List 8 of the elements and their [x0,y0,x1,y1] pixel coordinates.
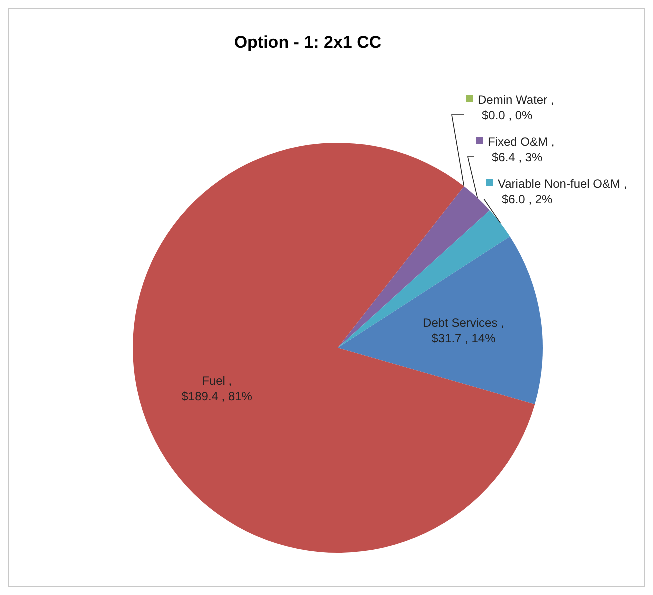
chart-title: Option - 1: 2x1 CC [234,33,382,52]
legend-label: Fixed O&M , $6.4 , 3% [488,135,555,165]
pie-slice [338,210,510,348]
legend-label: Variable Non-fuel O&M , $6.0 , 2% [498,177,628,207]
legend-label: Demin Water , $0.0 , 0% [478,93,554,123]
pie-slice [338,236,543,404]
slice-label: Fuel , $189.4 , 81% [182,374,253,404]
slice-label: Debt Services , $31.7 , 14% [423,316,504,346]
